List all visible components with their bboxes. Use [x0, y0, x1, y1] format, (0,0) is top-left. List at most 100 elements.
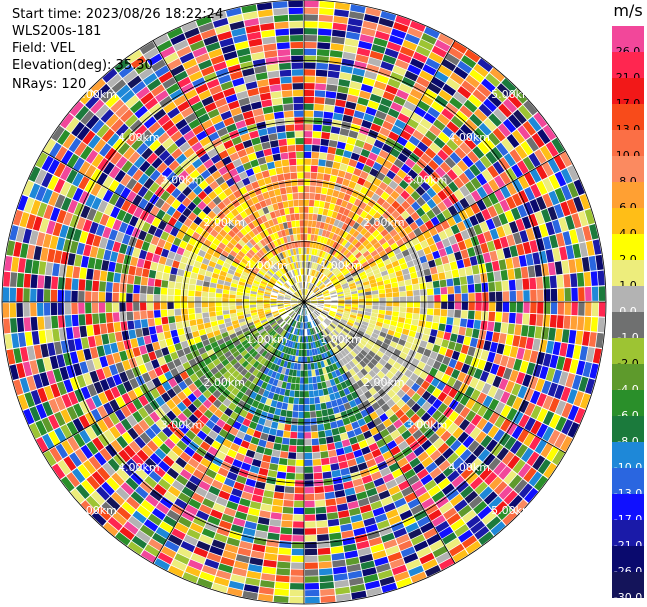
velocity-gate — [338, 297, 345, 301]
velocity-gate — [144, 415, 155, 427]
velocity-gate — [9, 287, 17, 302]
velocity-gate — [270, 421, 279, 429]
velocity-gate — [304, 459, 313, 466]
velocity-gate — [312, 459, 322, 466]
velocity-gate — [223, 117, 235, 127]
velocity-gate — [533, 112, 548, 128]
velocity-gate — [369, 93, 382, 104]
velocity-gate — [176, 474, 189, 486]
velocity-gate — [263, 367, 270, 375]
velocity-gate — [449, 261, 458, 271]
velocity-gate — [274, 209, 281, 218]
velocity-gate — [164, 438, 176, 450]
velocity-gate — [337, 291, 344, 295]
velocity-gate — [440, 309, 448, 317]
velocity-gate — [201, 365, 210, 375]
velocity-gate — [496, 302, 503, 312]
velocity-gate — [229, 298, 236, 302]
velocity-gate — [272, 393, 280, 401]
velocity-gate — [318, 21, 333, 29]
velocity-gate — [193, 216, 203, 226]
velocity-gate — [109, 399, 120, 412]
velocity-gate — [289, 278, 294, 285]
velocity-gate — [133, 311, 141, 320]
velocity-gate — [351, 74, 364, 83]
velocity-gate — [309, 404, 316, 411]
velocity-gate — [56, 209, 67, 224]
velocity-gate — [397, 457, 409, 468]
velocity-gate — [35, 403, 47, 419]
velocity-gate — [194, 296, 202, 302]
velocity-gate — [265, 155, 274, 163]
velocity-gate — [213, 329, 221, 337]
velocity-gate — [423, 327, 431, 336]
velocity-gate — [251, 285, 259, 290]
velocity-gate — [569, 229, 579, 244]
velocity-gate — [95, 104, 110, 119]
velocity-gate — [189, 40, 205, 52]
velocity-gate — [330, 546, 344, 554]
velocity-gate — [249, 358, 257, 366]
velocity-gate — [270, 298, 277, 301]
velocity-gate — [205, 327, 213, 334]
velocity-gate — [370, 346, 379, 354]
velocity-gate — [350, 174, 360, 183]
velocity-gate — [144, 134, 157, 147]
velocity-gate — [340, 318, 348, 324]
velocity-gate — [289, 438, 297, 446]
velocity-gate — [209, 85, 223, 96]
velocity-gate — [239, 210, 248, 219]
velocity-gate — [9, 364, 19, 380]
velocity-gate — [350, 152, 360, 161]
velocity-gate — [95, 83, 111, 99]
velocity-gate — [18, 258, 26, 273]
velocity-gate — [196, 540, 211, 552]
velocity-gate — [97, 200, 108, 213]
velocity-gate — [274, 224, 281, 232]
velocity-gate — [346, 321, 354, 327]
velocity-gate — [60, 113, 74, 129]
velocity-gate — [282, 506, 294, 514]
velocity-gate — [171, 462, 183, 474]
velocity-gate — [208, 297, 215, 302]
velocity-gate — [132, 169, 144, 181]
velocity-gate — [161, 347, 170, 356]
velocity-gate — [227, 269, 235, 275]
velocity-gate — [62, 133, 76, 149]
velocity-gate — [183, 175, 194, 186]
velocity-gate — [226, 202, 236, 212]
velocity-gate — [360, 210, 368, 219]
velocity-gate — [84, 164, 97, 179]
velocity-gate — [379, 306, 386, 311]
velocity-gate — [149, 453, 162, 465]
velocity-gate — [364, 311, 372, 316]
velocity-gate — [369, 168, 379, 177]
velocity-gate — [325, 270, 331, 277]
velocity-gate — [238, 281, 246, 286]
velocity-gate — [390, 102, 403, 113]
velocity-gate — [325, 366, 331, 374]
velocity-gate — [483, 340, 492, 351]
velocity-gate — [46, 220, 56, 235]
velocity-gate — [270, 295, 278, 298]
velocity-gate — [107, 516, 123, 531]
velocity-gate — [175, 118, 188, 130]
velocity-gate — [41, 155, 54, 172]
velocity-gate — [513, 479, 528, 494]
velocity-gate — [420, 181, 431, 192]
velocity-gate — [289, 311, 295, 317]
velocity-gate — [389, 325, 397, 332]
velocity-gate — [284, 368, 290, 376]
velocity-gate — [292, 227, 297, 235]
velocity-gate — [72, 172, 84, 187]
velocity-gate — [382, 54, 397, 65]
velocity-gate — [159, 521, 174, 534]
velocity-gate — [337, 295, 345, 299]
velocity-gate — [315, 290, 321, 295]
velocity-gate — [512, 396, 523, 410]
velocity-gate — [130, 491, 145, 505]
velocity-gate — [537, 302, 544, 314]
velocity-gate — [113, 322, 121, 332]
velocity-gate — [277, 327, 283, 334]
velocity-gate — [108, 165, 121, 179]
